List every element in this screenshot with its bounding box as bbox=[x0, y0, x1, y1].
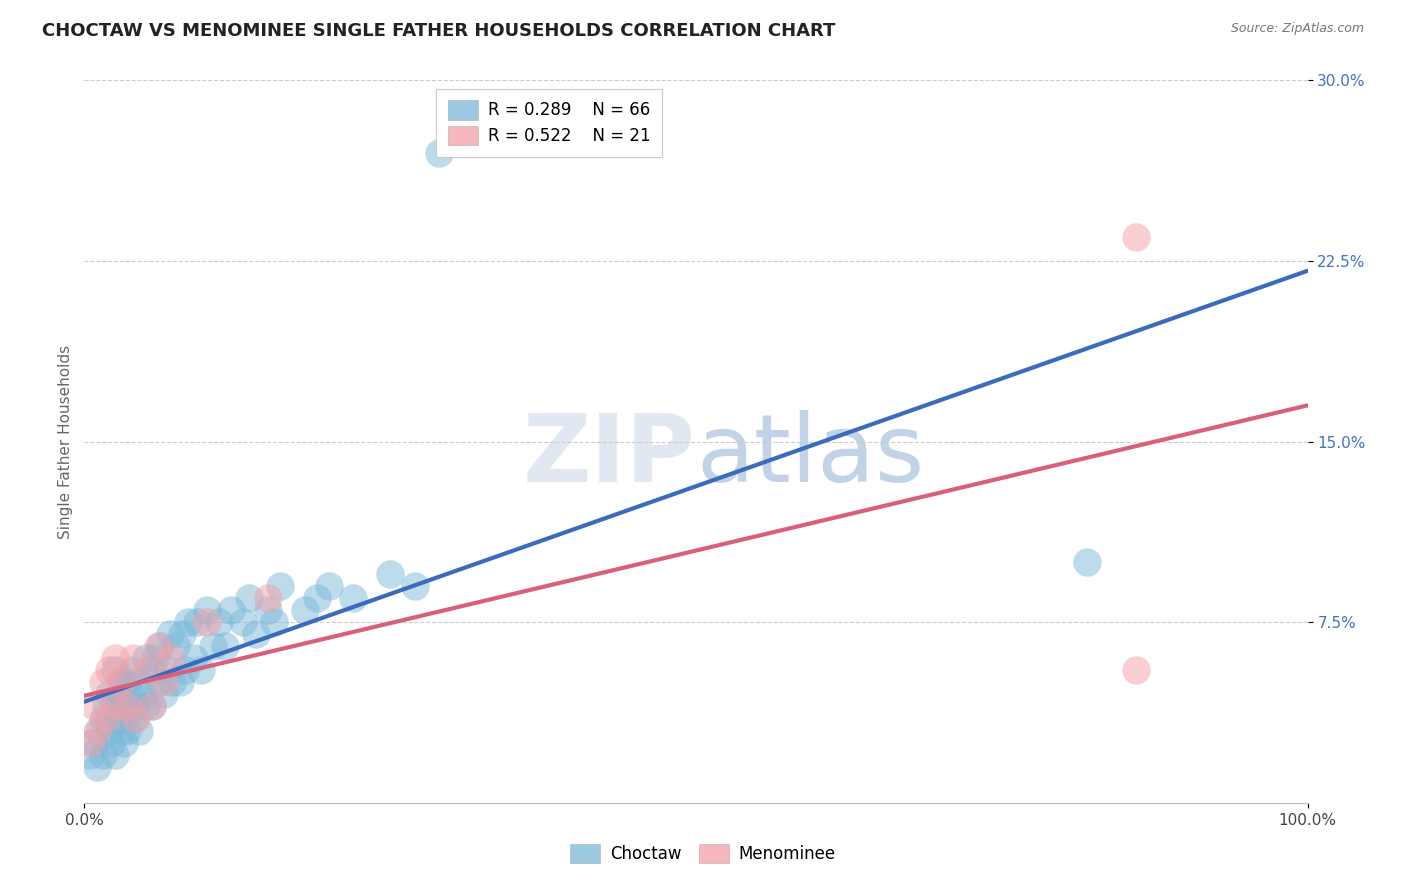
Point bbox=[91, 747, 114, 762]
Point bbox=[232, 615, 254, 630]
Point bbox=[104, 747, 127, 762]
Y-axis label: Single Father Households: Single Father Households bbox=[58, 344, 73, 539]
Point bbox=[294, 603, 316, 617]
Point bbox=[104, 699, 127, 714]
Point bbox=[263, 615, 285, 630]
Point bbox=[141, 699, 163, 714]
Point bbox=[257, 591, 280, 605]
Point bbox=[1125, 230, 1147, 244]
Text: ZIP: ZIP bbox=[523, 410, 696, 502]
Point bbox=[183, 651, 205, 665]
Text: Source: ZipAtlas.com: Source: ZipAtlas.com bbox=[1230, 22, 1364, 36]
Point bbox=[162, 675, 184, 690]
Point bbox=[135, 699, 157, 714]
Point bbox=[91, 712, 114, 726]
Point bbox=[143, 651, 166, 665]
Point bbox=[110, 723, 132, 738]
Point bbox=[86, 760, 108, 774]
Point bbox=[135, 664, 157, 678]
Point bbox=[122, 664, 145, 678]
Point bbox=[110, 687, 132, 701]
Point bbox=[165, 639, 187, 653]
Point bbox=[115, 723, 138, 738]
Point bbox=[110, 675, 132, 690]
Point bbox=[245, 627, 267, 641]
Point bbox=[146, 639, 169, 653]
Point bbox=[128, 675, 150, 690]
Point bbox=[342, 591, 364, 605]
Point bbox=[153, 675, 176, 690]
Point bbox=[190, 664, 212, 678]
Point bbox=[128, 723, 150, 738]
Point bbox=[177, 615, 200, 630]
Point bbox=[404, 579, 426, 593]
Point bbox=[269, 579, 291, 593]
Point bbox=[110, 675, 132, 690]
Point bbox=[195, 615, 218, 630]
Point bbox=[169, 675, 191, 690]
Point bbox=[380, 567, 402, 582]
Text: CHOCTAW VS MENOMINEE SINGLE FATHER HOUSEHOLDS CORRELATION CHART: CHOCTAW VS MENOMINEE SINGLE FATHER HOUSE… bbox=[42, 22, 835, 40]
Point bbox=[318, 579, 340, 593]
Point bbox=[172, 627, 194, 641]
Point bbox=[1125, 664, 1147, 678]
Point bbox=[159, 627, 181, 641]
Point bbox=[115, 699, 138, 714]
Point bbox=[125, 712, 148, 726]
Point bbox=[141, 699, 163, 714]
Point bbox=[87, 723, 110, 738]
Point bbox=[97, 687, 120, 701]
Point bbox=[132, 687, 155, 701]
Point bbox=[104, 651, 127, 665]
Point bbox=[100, 735, 122, 749]
Point bbox=[86, 723, 108, 738]
Legend: Choctaw, Menominee: Choctaw, Menominee bbox=[558, 832, 848, 875]
Point bbox=[173, 664, 195, 678]
Point bbox=[115, 675, 138, 690]
Point bbox=[96, 712, 118, 726]
Point bbox=[122, 712, 145, 726]
Point bbox=[122, 651, 145, 665]
Point bbox=[104, 699, 127, 714]
Point bbox=[146, 675, 169, 690]
Point bbox=[125, 699, 148, 714]
Point bbox=[156, 664, 179, 678]
Point bbox=[208, 615, 231, 630]
Point bbox=[201, 639, 224, 653]
Point bbox=[305, 591, 328, 605]
Point bbox=[257, 603, 280, 617]
Point bbox=[1076, 555, 1098, 569]
Point bbox=[186, 615, 208, 630]
Point bbox=[120, 687, 142, 701]
Point bbox=[79, 747, 101, 762]
Point bbox=[83, 735, 105, 749]
Point bbox=[97, 723, 120, 738]
Point bbox=[97, 664, 120, 678]
Point bbox=[79, 735, 101, 749]
Point bbox=[112, 735, 135, 749]
Text: atlas: atlas bbox=[696, 410, 924, 502]
Point bbox=[104, 664, 127, 678]
Point bbox=[427, 145, 450, 160]
Point bbox=[238, 591, 260, 605]
Point bbox=[135, 651, 157, 665]
Legend: R = 0.289    N = 66, R = 0.522    N = 21: R = 0.289 N = 66, R = 0.522 N = 21 bbox=[436, 88, 662, 157]
Point bbox=[153, 687, 176, 701]
Point bbox=[195, 603, 218, 617]
Point bbox=[96, 699, 118, 714]
Point bbox=[91, 675, 114, 690]
Point bbox=[219, 603, 242, 617]
Point bbox=[149, 639, 172, 653]
Point bbox=[159, 651, 181, 665]
Point bbox=[114, 699, 136, 714]
Point bbox=[107, 712, 129, 726]
Point bbox=[141, 664, 163, 678]
Point bbox=[83, 699, 105, 714]
Point bbox=[214, 639, 236, 653]
